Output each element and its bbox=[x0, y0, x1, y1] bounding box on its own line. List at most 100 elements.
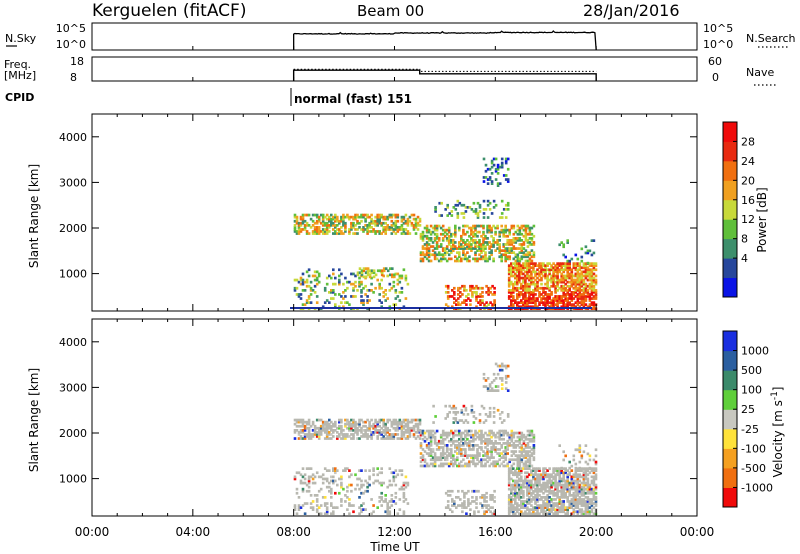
power-cell bbox=[518, 237, 522, 240]
velocity-cell bbox=[584, 473, 588, 477]
power-cell bbox=[350, 215, 353, 219]
velocity-cell bbox=[507, 496, 511, 499]
power-cell bbox=[451, 295, 454, 298]
power-cell bbox=[516, 289, 519, 292]
velocity-cell bbox=[528, 483, 531, 487]
power-cell bbox=[321, 232, 325, 235]
power-cell bbox=[528, 264, 531, 267]
velocity-cell bbox=[536, 512, 539, 515]
velocity-cell bbox=[530, 494, 533, 497]
power-cell bbox=[512, 257, 516, 261]
velocity-cell bbox=[542, 504, 545, 507]
velocity-cell bbox=[480, 429, 483, 433]
power-cell bbox=[526, 297, 529, 300]
velocity-cell bbox=[319, 426, 323, 430]
velocity-cell bbox=[462, 444, 465, 447]
power-cell bbox=[576, 289, 580, 292]
power-cell bbox=[586, 291, 590, 294]
velocity-cell bbox=[354, 473, 357, 477]
velocity-cell bbox=[416, 426, 420, 430]
power-cell bbox=[313, 291, 317, 294]
power-cell bbox=[520, 293, 523, 296]
velocity-cell bbox=[315, 471, 319, 475]
power-cell bbox=[520, 276, 523, 280]
velocity-cell bbox=[584, 469, 588, 472]
velocity-cell bbox=[460, 431, 463, 435]
velocity-cell bbox=[388, 506, 392, 509]
velocity-cell bbox=[514, 496, 517, 499]
power-cell bbox=[586, 274, 590, 278]
power-cell bbox=[538, 266, 541, 270]
velocity-cell bbox=[454, 406, 458, 410]
velocity-cell bbox=[552, 469, 555, 472]
velocity-cell bbox=[445, 456, 449, 459]
freq-right-tick-top: 60 bbox=[708, 55, 722, 68]
power-cell bbox=[548, 268, 551, 272]
velocity-cell bbox=[418, 437, 422, 440]
power-cell bbox=[368, 275, 372, 279]
power-cell bbox=[468, 255, 471, 259]
power-cell bbox=[524, 226, 528, 230]
velocity-cell bbox=[400, 485, 404, 489]
power-cell bbox=[476, 201, 480, 205]
power-cell bbox=[566, 297, 569, 300]
power-cell bbox=[445, 247, 449, 250]
x-tick-label: 04:00 bbox=[176, 525, 211, 539]
velocity-cell bbox=[427, 454, 431, 457]
power-cell bbox=[498, 239, 501, 242]
velocity-cell bbox=[512, 498, 515, 501]
velocity-cell bbox=[488, 406, 492, 410]
power-cell bbox=[524, 253, 528, 257]
velocity-cell bbox=[408, 420, 412, 424]
velocity-cell bbox=[514, 479, 517, 483]
velocity-cell bbox=[524, 512, 527, 515]
power-cell bbox=[576, 257, 580, 261]
power-cell bbox=[400, 286, 404, 290]
velocity-cell bbox=[463, 502, 466, 505]
velocity-cell bbox=[556, 489, 559, 493]
power-cell bbox=[460, 259, 463, 263]
velocity-cell bbox=[427, 446, 431, 449]
power-cell bbox=[317, 219, 321, 223]
velocity-cell bbox=[460, 444, 463, 447]
velocity-cell bbox=[584, 502, 588, 505]
velocity-cell bbox=[362, 420, 365, 424]
velocity-cell bbox=[470, 408, 474, 412]
power-cell bbox=[453, 286, 456, 290]
power-cell bbox=[396, 282, 400, 286]
velocity-cell bbox=[456, 448, 459, 451]
velocity-cell bbox=[386, 420, 389, 424]
velocity-cell bbox=[548, 479, 551, 483]
velocity-cell bbox=[520, 510, 523, 514]
velocity-cell bbox=[444, 491, 448, 495]
power-cell bbox=[325, 224, 329, 227]
power-cell bbox=[356, 228, 359, 231]
power-cell bbox=[584, 274, 588, 278]
power-cell bbox=[582, 266, 586, 270]
power-cell bbox=[500, 228, 503, 232]
power-cell bbox=[336, 224, 339, 227]
power-cell bbox=[566, 280, 569, 284]
velocity-cell bbox=[542, 496, 545, 499]
power-cell bbox=[470, 230, 473, 234]
power-cell bbox=[516, 239, 520, 242]
velocity-cell bbox=[368, 475, 371, 479]
velocity-cell bbox=[514, 469, 517, 472]
velocity-cell bbox=[482, 464, 485, 468]
velocity-cell bbox=[532, 439, 536, 443]
velocity-cell bbox=[538, 506, 541, 509]
power-cell bbox=[434, 208, 437, 211]
velocity-cell bbox=[520, 512, 523, 515]
velocity-cell bbox=[528, 454, 532, 457]
power-cell bbox=[427, 255, 431, 259]
power-cell bbox=[462, 241, 465, 244]
power-cell bbox=[564, 278, 567, 282]
velocity-cell bbox=[558, 500, 561, 503]
velocity-cell bbox=[299, 506, 303, 509]
power-cell bbox=[507, 305, 511, 309]
power-cell bbox=[453, 297, 456, 300]
velocity-cell bbox=[588, 502, 592, 505]
power-cell bbox=[562, 305, 565, 309]
power-cell bbox=[520, 299, 523, 302]
power-cell bbox=[516, 303, 519, 306]
